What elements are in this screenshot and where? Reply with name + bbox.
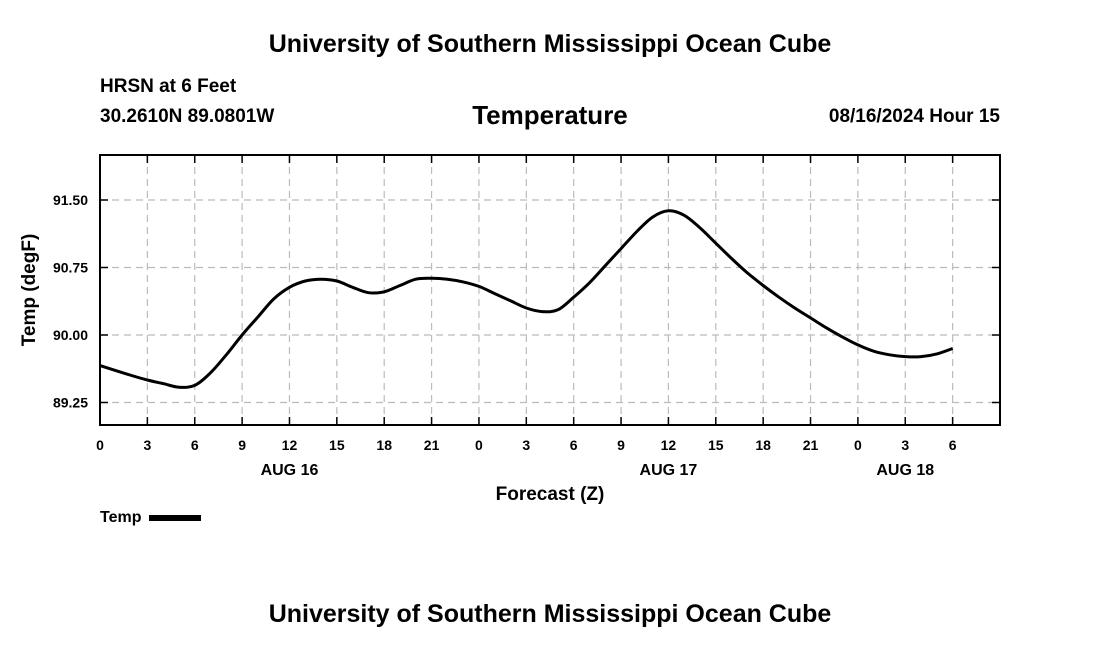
footer-title: University of Southern Mississippi Ocean… [268, 600, 832, 628]
x-tick-label: 18 [755, 437, 771, 453]
date-label: AUG 18 [876, 462, 934, 479]
station-coordinates: 30.2610N 89.0801W [100, 106, 275, 127]
x-tick-label: 21 [424, 437, 440, 453]
x-tick-label: 12 [661, 437, 677, 453]
x-tick-label: 0 [475, 437, 483, 453]
x-tick-label: 15 [329, 437, 345, 453]
y-tick-label: 89.25 [53, 395, 88, 411]
x-tick-label: 6 [191, 437, 199, 453]
series-line-temp [99, 209, 954, 389]
x-tick-label: 9 [238, 437, 246, 453]
x-tick-label: 6 [570, 437, 578, 453]
x-tick-label: 18 [376, 437, 392, 453]
date-label: AUG 16 [261, 462, 319, 479]
plot-frame [99, 154, 1001, 426]
x-tick-label: 21 [803, 437, 819, 453]
legend-label: Temp [100, 509, 142, 526]
x-tick-label: 3 [143, 437, 151, 453]
x-tick-label: 12 [282, 437, 298, 453]
x-tick-label: 6 [949, 437, 957, 453]
x-axis-label: Forecast (Z) [496, 484, 605, 505]
x-tick-label: 3 [522, 437, 530, 453]
x-tick-label: 0 [96, 437, 104, 453]
x-tick-label: 9 [617, 437, 625, 453]
parameter-title: Temperature [472, 100, 628, 130]
x-tick-label: 0 [854, 437, 862, 453]
x-tick-label: 15 [708, 437, 724, 453]
axes [99, 154, 1001, 426]
issued-time: 08/16/2024 Hour 15 [828, 106, 1000, 127]
chart-title: University of Southern Mississippi Ocean… [268, 30, 832, 58]
legend: Temp [100, 509, 202, 527]
grid-lines [100, 155, 1000, 425]
series-layer [99, 209, 954, 389]
y-tick-label: 90.00 [53, 327, 88, 343]
axis-labels: Temp (degF) Forecast (Z) 0 3 6 9 12 15 18 21 0 3 6… [19, 192, 957, 505]
y-tick-label: 90.75 [53, 260, 88, 276]
legend-swatch [149, 515, 202, 521]
x-tick-label: 3 [901, 437, 909, 453]
date-label: AUG 17 [640, 462, 698, 479]
y-axis-label: Temp (degF) [19, 234, 40, 347]
y-tick-label: 91.50 [53, 192, 88, 208]
station-label: HRSN at 6 Feet [100, 76, 237, 97]
